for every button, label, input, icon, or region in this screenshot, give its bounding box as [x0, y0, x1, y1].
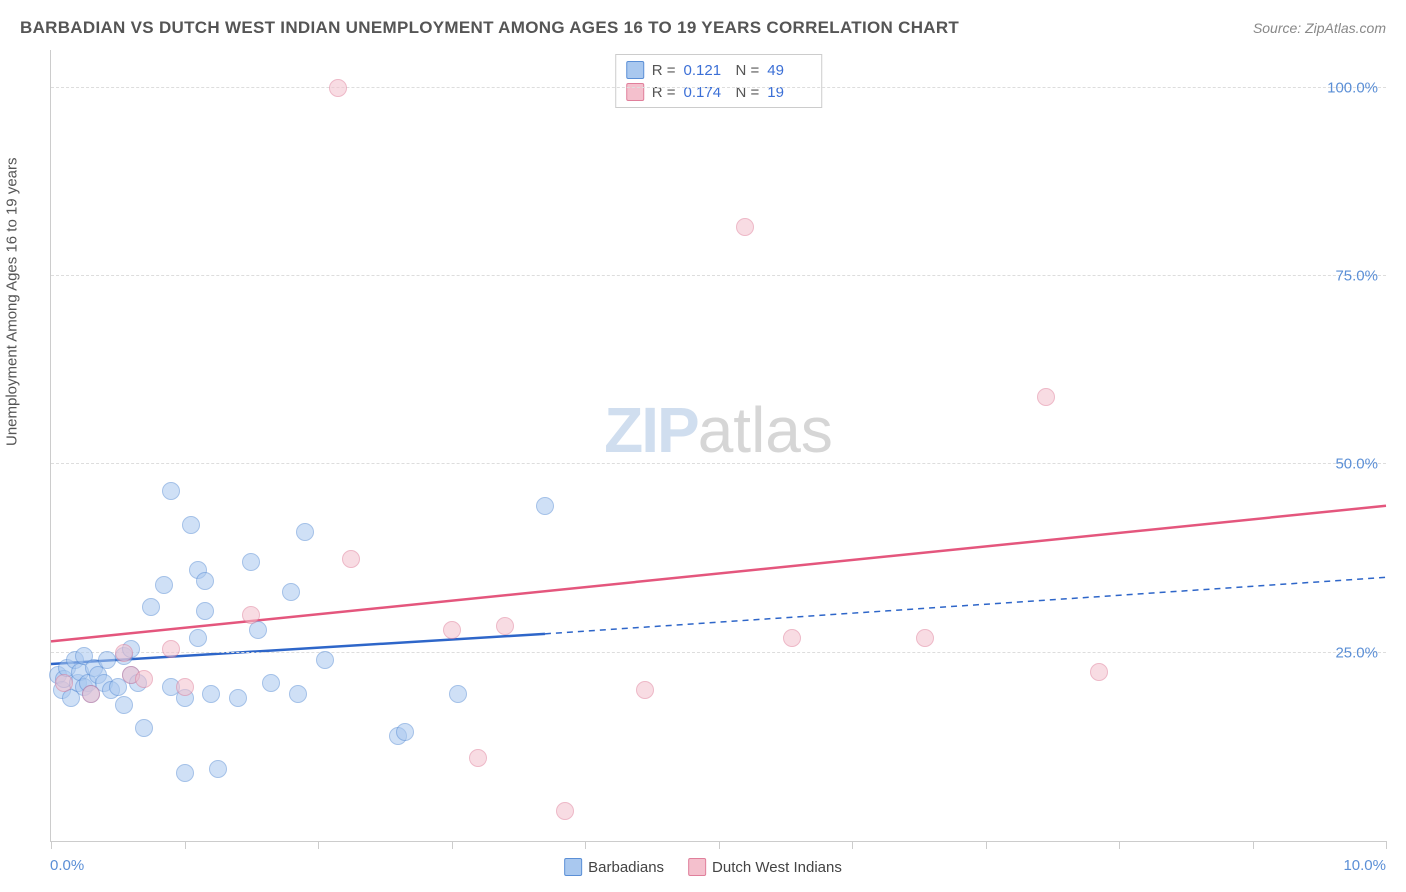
legend-swatch: [688, 858, 706, 876]
scatter-point: [98, 651, 116, 669]
scatter-point: [396, 723, 414, 741]
scatter-point: [736, 218, 754, 236]
x-tick: [1253, 841, 1254, 849]
scatter-point: [1090, 663, 1108, 681]
scatter-point: [282, 583, 300, 601]
chart-title: BARBADIAN VS DUTCH WEST INDIAN UNEMPLOYM…: [20, 18, 959, 38]
gridline: [51, 275, 1386, 276]
scatter-point: [155, 576, 173, 594]
y-axis-label: Unemployment Among Ages 16 to 19 years: [4, 157, 21, 446]
scatter-point: [162, 482, 180, 500]
plot-area: ZIPatlas R =0.121N =49R =0.174N =19 25.0…: [50, 50, 1386, 842]
scatter-point: [189, 629, 207, 647]
x-tick: [852, 841, 853, 849]
y-tick-label: 50.0%: [1335, 456, 1378, 473]
bottom-legend: Barbadians Dutch West Indians: [564, 858, 842, 876]
y-tick-label: 75.0%: [1335, 268, 1378, 285]
scatter-point: [135, 719, 153, 737]
scatter-point: [82, 685, 100, 703]
scatter-point: [176, 678, 194, 696]
scatter-point: [316, 651, 334, 669]
scatter-point: [196, 602, 214, 620]
trend-lines: [51, 50, 1386, 841]
legend-label: Dutch West Indians: [712, 859, 842, 876]
scatter-point: [449, 685, 467, 703]
x-axis-max-label: 10.0%: [1343, 857, 1386, 874]
scatter-point: [469, 749, 487, 767]
scatter-point: [496, 617, 514, 635]
watermark: ZIPatlas: [604, 393, 833, 467]
scatter-point: [242, 553, 260, 571]
legend-item: Dutch West Indians: [688, 858, 842, 876]
x-tick: [185, 841, 186, 849]
stats-row: R =0.121N =49: [626, 59, 812, 81]
stats-box: R =0.121N =49R =0.174N =19: [615, 54, 823, 108]
scatter-point: [342, 550, 360, 568]
scatter-point: [636, 681, 654, 699]
x-tick: [51, 841, 52, 849]
gridline: [51, 87, 1386, 88]
y-tick-label: 100.0%: [1327, 79, 1378, 96]
legend-swatch: [626, 61, 644, 79]
scatter-point: [135, 670, 153, 688]
x-tick: [1119, 841, 1120, 849]
scatter-point: [182, 516, 200, 534]
x-tick: [986, 841, 987, 849]
x-tick: [585, 841, 586, 849]
scatter-point: [443, 621, 461, 639]
y-tick-label: 25.0%: [1335, 644, 1378, 661]
gridline: [51, 463, 1386, 464]
scatter-point: [196, 572, 214, 590]
x-axis-min-label: 0.0%: [50, 857, 84, 874]
scatter-point: [1037, 388, 1055, 406]
scatter-point: [162, 640, 180, 658]
source-label: Source: ZipAtlas.com: [1253, 20, 1386, 36]
scatter-point: [229, 689, 247, 707]
scatter-point: [55, 674, 73, 692]
scatter-point: [536, 497, 554, 515]
scatter-point: [556, 802, 574, 820]
scatter-point: [202, 685, 220, 703]
x-tick: [452, 841, 453, 849]
scatter-point: [176, 764, 194, 782]
scatter-point: [115, 696, 133, 714]
legend-item: Barbadians: [564, 858, 664, 876]
legend-swatch: [564, 858, 582, 876]
scatter-point: [242, 606, 260, 624]
stats-row: R =0.174N =19: [626, 81, 812, 103]
scatter-point: [296, 523, 314, 541]
scatter-point: [142, 598, 160, 616]
legend-label: Barbadians: [588, 859, 664, 876]
scatter-point: [289, 685, 307, 703]
title-bar: BARBADIAN VS DUTCH WEST INDIAN UNEMPLOYM…: [20, 18, 1386, 38]
x-tick: [318, 841, 319, 849]
gridline: [51, 652, 1386, 653]
scatter-point: [783, 629, 801, 647]
scatter-point: [329, 79, 347, 97]
scatter-point: [209, 760, 227, 778]
x-tick: [1386, 841, 1387, 849]
x-tick: [719, 841, 720, 849]
scatter-point: [916, 629, 934, 647]
scatter-point: [262, 674, 280, 692]
scatter-point: [115, 644, 133, 662]
